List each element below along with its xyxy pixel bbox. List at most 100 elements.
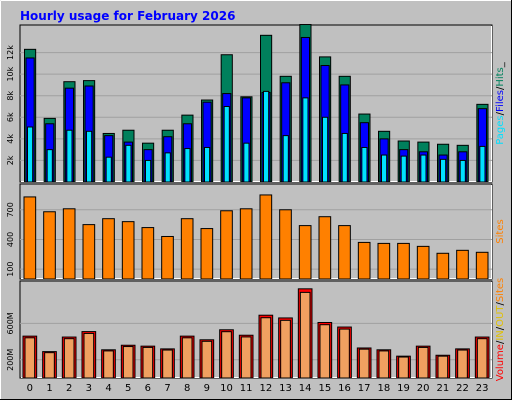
svg-text:Sites: Sites (495, 219, 506, 243)
bar-sites (220, 210, 233, 280)
bar-pages (381, 154, 388, 183)
plot-area-volume (19, 280, 493, 379)
bar-sites (357, 241, 371, 280)
bar-sites (82, 224, 96, 280)
bar-volume-in (457, 349, 468, 379)
y-tick-label-volume: 600M (6, 312, 15, 334)
bar-volume-in (378, 350, 390, 379)
bar-sites (436, 252, 450, 280)
bar-sites (43, 211, 56, 280)
y-tick-label-hits-files-pages: 10k (6, 66, 15, 81)
bar-pages (66, 129, 73, 183)
bar-volume-in (24, 337, 36, 379)
x-tick-label: 18 (377, 383, 390, 394)
bar-sites (23, 196, 37, 280)
x-tick-label: 7 (164, 383, 170, 394)
bar-pages (322, 116, 329, 183)
svg-text:Volume/IN/OUT/Sites: Volume/IN/OUT/Sites (495, 278, 506, 382)
bar-volume-in (181, 337, 193, 379)
x-tick-label: 17 (358, 383, 371, 394)
bar-sites (180, 218, 194, 280)
legend-entry: / (495, 302, 506, 306)
bar-sites (298, 225, 312, 280)
bar-sites (200, 228, 214, 280)
legend-entry: / (495, 326, 506, 330)
bar-volume-in (398, 356, 409, 379)
x-tick-label: 3 (86, 383, 92, 394)
bar-pages (204, 146, 211, 183)
legend-entry: Hits (495, 67, 506, 86)
x-tick-label: 22 (456, 383, 469, 394)
y-tick-label-sites: 700 (6, 202, 15, 217)
bar-pages (263, 90, 270, 183)
y-tick-label-hits-files-pages: 6k (6, 112, 15, 122)
bar-pages (302, 97, 309, 183)
bar-volume-in (260, 317, 272, 379)
bar-sites (102, 218, 115, 280)
x-tick-label: 12 (259, 383, 272, 394)
bar-pages (243, 142, 250, 183)
bar-sites (397, 242, 410, 280)
bar-pages (125, 144, 132, 183)
legend-entry: OUT (495, 305, 506, 327)
bar-pages (341, 132, 348, 183)
bar-volume-in (299, 291, 311, 379)
legend-sites: Sites (495, 219, 506, 243)
x-tick-label: 16 (338, 383, 351, 394)
bar-volume-in (44, 352, 55, 379)
bar-volume-in (221, 331, 232, 379)
legend-entry: Pages (495, 115, 506, 144)
x-tick-label: 11 (240, 383, 253, 394)
chart-title: Hourly usage for February 2026 (20, 9, 235, 23)
bar-volume-in (63, 338, 75, 379)
x-tick-label: 2 (66, 383, 72, 394)
x-tick-label: 21 (436, 383, 449, 394)
bar-pages (440, 158, 447, 183)
bar-pages (459, 159, 466, 183)
bar-sites (377, 242, 391, 280)
legend-entry: Sites (495, 219, 506, 243)
bar-pages (400, 155, 407, 183)
bar-sites (62, 208, 76, 280)
x-tick-label: 5 (125, 383, 131, 394)
y-tick-label-hits-files-pages: 4k (6, 134, 15, 144)
y-tick-label-sites: 100 (6, 261, 15, 276)
legend-hits-files-pages: Pages/Files/Hits_ (495, 61, 506, 145)
bar-volume-in (103, 350, 114, 379)
svg-text:Pages/Files/Hits_: Pages/Files/Hits_ (495, 61, 506, 145)
bar-sites (141, 227, 155, 280)
bar-pages (145, 159, 152, 183)
bar-pages (184, 148, 191, 183)
bar-sites (475, 251, 489, 280)
bar-pages (282, 135, 289, 183)
legend-entry: / (495, 340, 506, 344)
y-tick-label-hits-files-pages: 12k (6, 45, 15, 60)
bar-volume-in (319, 324, 331, 379)
bar-sites (161, 235, 174, 280)
bar-sites (456, 249, 469, 280)
x-tick-label: 20 (417, 383, 430, 394)
y-tick-label-hits-files-pages: 2k (6, 155, 15, 165)
legend-entry: Sites (495, 278, 506, 302)
x-tick-label: 14 (299, 383, 312, 394)
x-tick-label: 1 (46, 383, 52, 394)
x-tick-label: 23 (476, 383, 489, 394)
bar-volume-in (83, 332, 95, 379)
bar-volume-in (240, 336, 252, 379)
x-tick-label: 9 (204, 383, 210, 394)
x-tick-label: 6 (145, 383, 151, 394)
bar-volume-in (437, 355, 449, 379)
bar-pages (223, 106, 230, 183)
bar-sites (239, 208, 253, 280)
legend-entry: / (495, 111, 506, 115)
legend-entry: _ (495, 61, 506, 68)
bar-sites (338, 225, 351, 280)
bar-volume-in (339, 328, 350, 379)
bar-pages (420, 154, 427, 183)
bar-sites (121, 221, 135, 280)
y-tick-label-volume: 200M (6, 349, 15, 371)
bar-sites (259, 194, 273, 280)
bar-pages (46, 149, 53, 183)
bar-volume-in (122, 346, 134, 379)
bar-volume-in (201, 340, 213, 379)
